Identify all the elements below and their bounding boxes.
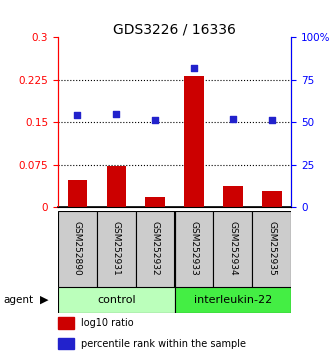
Text: agent: agent [3,295,33,305]
Bar [175,287,291,313]
Point [230,116,236,121]
Text: GSM252931: GSM252931 [112,221,121,276]
Bar [136,211,175,287]
Point [75,113,80,118]
Bar [58,287,175,313]
Bar [145,197,165,207]
Text: GSM252934: GSM252934 [228,221,237,276]
Text: ▶: ▶ [40,295,49,305]
Bar [252,211,291,287]
Bar [223,185,243,207]
Bar [107,166,126,207]
Point [153,118,158,123]
Text: GSM252933: GSM252933 [190,221,199,276]
Text: GSM252935: GSM252935 [267,221,276,276]
Bar [58,211,97,287]
Text: GSM252932: GSM252932 [151,221,160,276]
Title: GDS3226 / 16336: GDS3226 / 16336 [113,22,236,36]
Bar [213,211,252,287]
Point [114,111,119,116]
Text: interleukin-22: interleukin-22 [194,295,272,305]
Bar [68,180,87,207]
Bar [97,211,136,287]
Point [191,65,197,70]
Bar [262,191,282,207]
Bar [184,76,204,207]
Text: log10 ratio: log10 ratio [81,319,134,329]
Text: GSM252890: GSM252890 [73,221,82,276]
Bar [58,338,74,349]
Bar [175,211,213,287]
Text: percentile rank within the sample: percentile rank within the sample [81,339,246,349]
Point [269,118,274,123]
Text: control: control [97,295,136,305]
Bar [58,317,74,329]
